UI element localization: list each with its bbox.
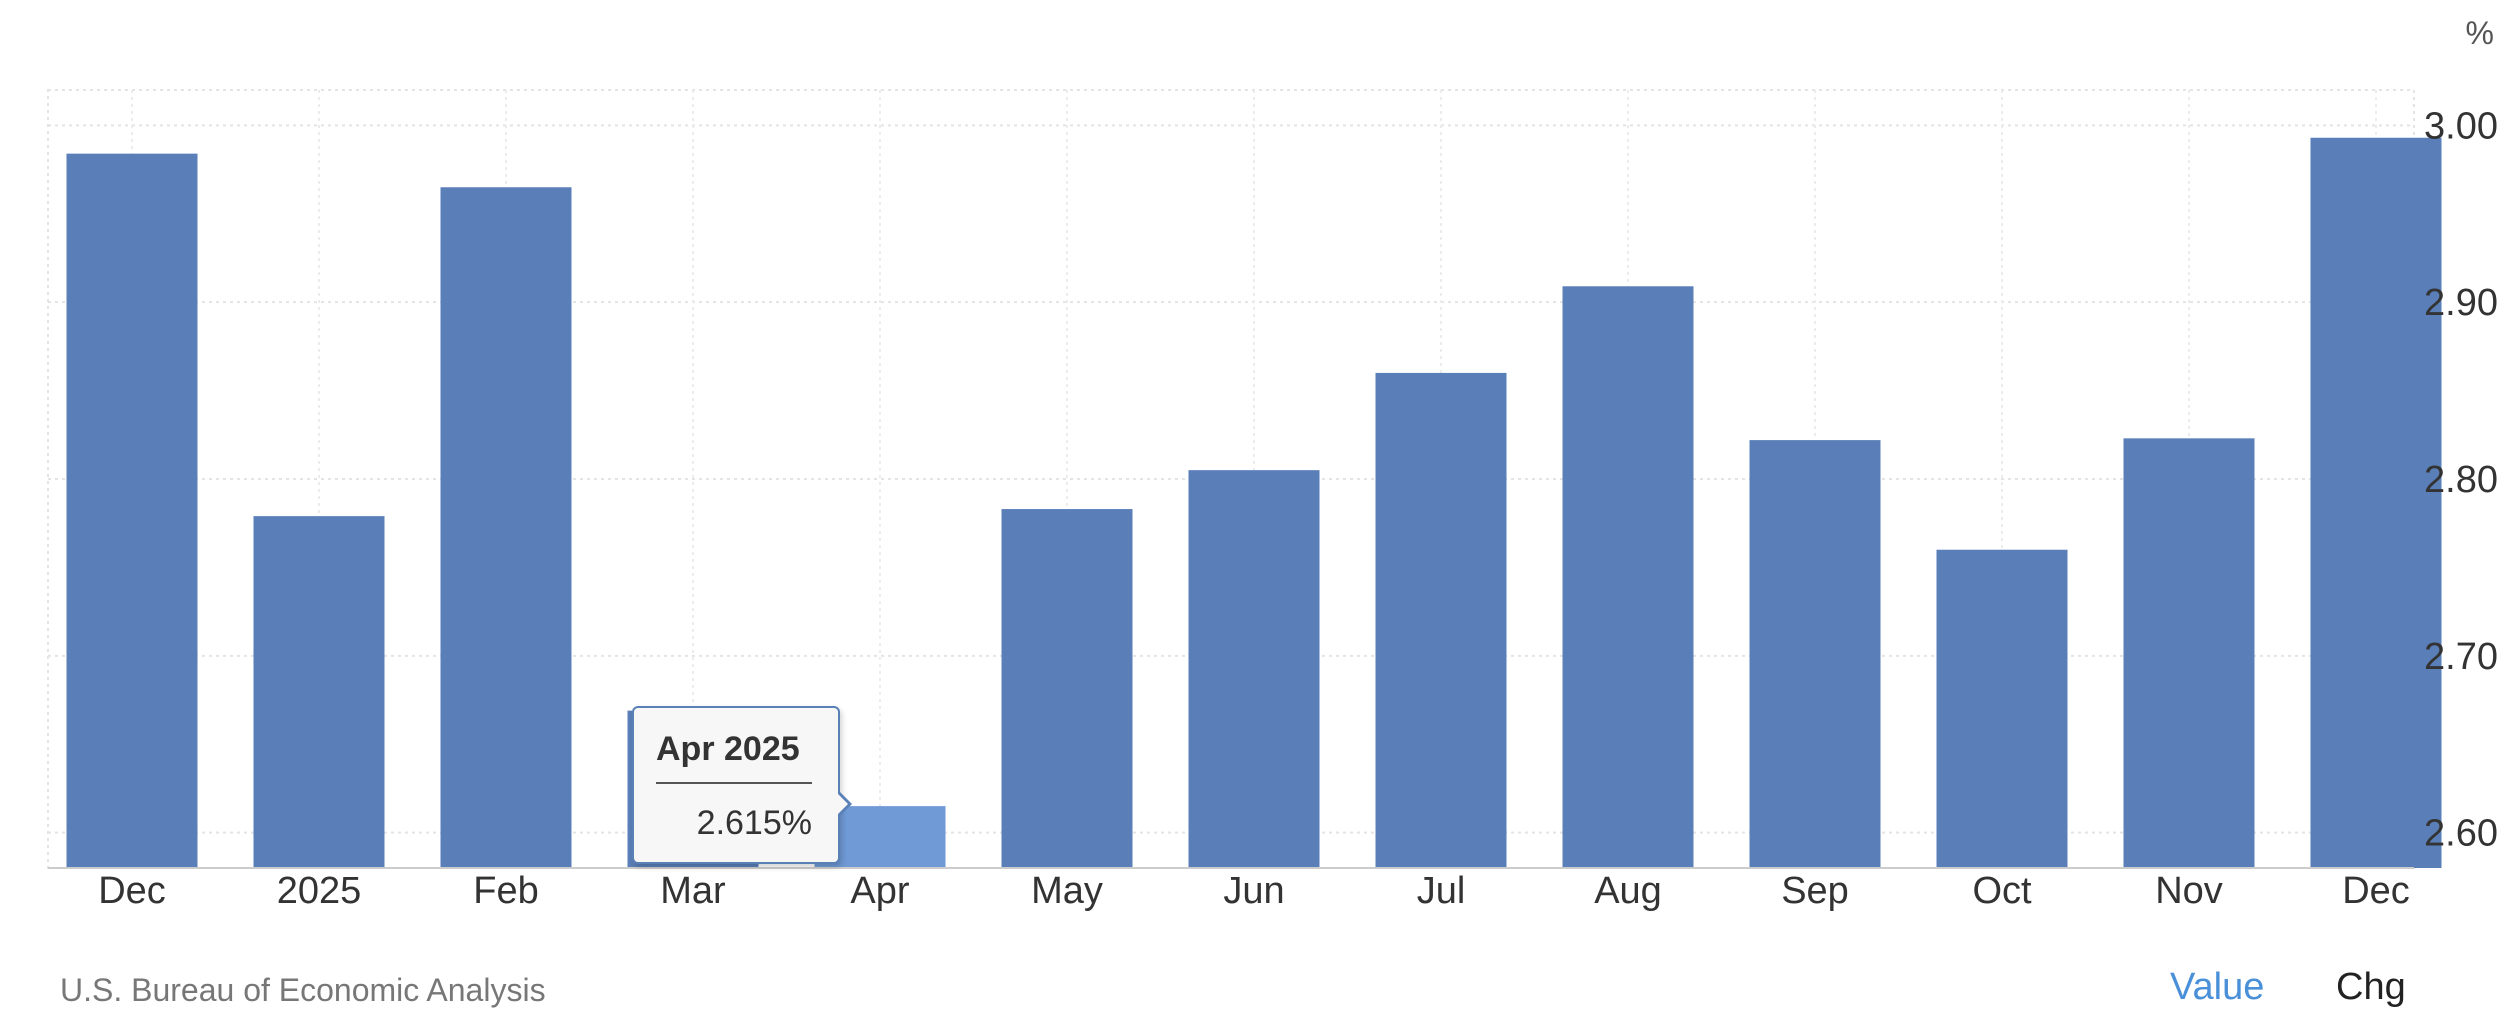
x-tick-label: May — [1031, 870, 1103, 912]
x-tick-label: Jun — [1223, 870, 1284, 912]
bar-1[interactable] — [66, 153, 198, 868]
y-tick-label: 2.70 — [2424, 636, 2498, 678]
y-tick-label: 3.00 — [2424, 105, 2498, 147]
bar-8[interactable] — [1375, 372, 1507, 868]
x-axis-labels: Dec 2025 Feb Mar Apr May Jun Jul Aug Sep Oct Nov Dec — [98, 870, 2410, 912]
value-toggle[interactable]: Value — [2170, 966, 2265, 1008]
bar-11[interactable] — [1936, 549, 2068, 868]
x-tick-label: Aug — [1594, 870, 1662, 912]
tooltip-divider — [656, 782, 812, 784]
x-tick-label: Jul — [1417, 870, 1466, 912]
tooltip-value: 2.615% — [696, 804, 812, 842]
tooltip: Apr 2025 2.615% — [632, 706, 840, 864]
bar-2[interactable] — [253, 516, 385, 868]
x-tick-label: Apr — [850, 870, 909, 912]
tooltip-title: Apr 2025 — [656, 730, 800, 768]
y-axis-labels: 3.00 2.90 2.80 2.70 2.60 — [2424, 105, 2498, 854]
x-tick-label: Mar — [660, 870, 726, 912]
y-axis-unit: % — [2466, 15, 2494, 51]
x-tick-label: 2025 — [277, 870, 362, 912]
bar-10[interactable] — [1749, 440, 1881, 868]
x-tick-label: Sep — [1781, 870, 1849, 912]
bar-9[interactable] — [1562, 286, 1694, 868]
bar-3[interactable] — [440, 187, 572, 868]
x-tick-label: Nov — [2155, 870, 2223, 912]
bar-7[interactable] — [1188, 470, 1320, 868]
y-tick-label: 2.90 — [2424, 282, 2498, 324]
x-tick-label: Feb — [473, 870, 538, 912]
tooltip-pointer-fill — [836, 792, 848, 816]
y-tick-label: 2.60 — [2424, 813, 2498, 855]
bar-6[interactable] — [1001, 509, 1133, 868]
bar-12[interactable] — [2123, 438, 2255, 868]
bars — [48, 137, 2442, 869]
y-tick-label: 2.80 — [2424, 459, 2498, 501]
chg-toggle[interactable]: Chg — [2336, 966, 2406, 1008]
source-credit: U.S. Bureau of Economic Analysis — [60, 972, 546, 1008]
x-tick-label: Dec — [2342, 870, 2410, 912]
x-tick-label: Dec — [98, 870, 166, 912]
bar-13[interactable] — [2310, 137, 2442, 868]
x-tick-label: Oct — [1972, 870, 2032, 912]
